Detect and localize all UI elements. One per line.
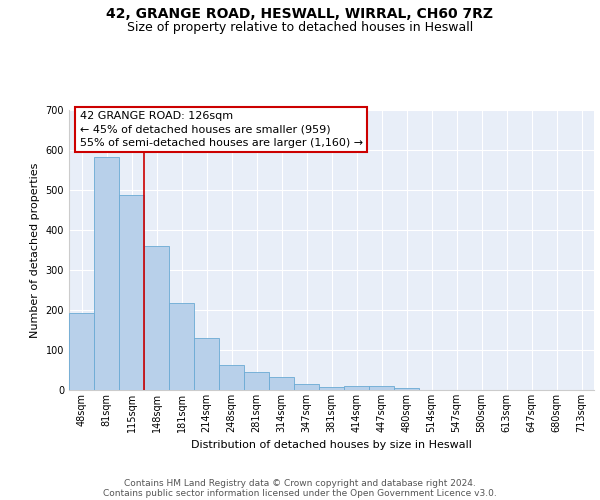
Bar bbox=[94, 157, 119, 390]
Text: 42, GRANGE ROAD, HESWALL, WIRRAL, CH60 7RZ: 42, GRANGE ROAD, HESWALL, WIRRAL, CH60 7… bbox=[107, 8, 493, 22]
Bar bbox=[344, 386, 369, 390]
Bar bbox=[394, 388, 419, 390]
Bar bbox=[219, 365, 244, 390]
Text: 42 GRANGE ROAD: 126sqm
← 45% of detached houses are smaller (959)
55% of semi-de: 42 GRANGE ROAD: 126sqm ← 45% of detached… bbox=[79, 112, 362, 148]
Bar bbox=[69, 313, 94, 390]
Bar bbox=[269, 377, 294, 390]
Text: Size of property relative to detached houses in Heswall: Size of property relative to detached ho… bbox=[127, 22, 473, 35]
Bar bbox=[369, 386, 394, 390]
Text: Contains HM Land Registry data © Crown copyright and database right 2024.: Contains HM Land Registry data © Crown c… bbox=[124, 478, 476, 488]
Bar bbox=[319, 387, 344, 390]
Bar bbox=[169, 303, 194, 390]
Bar bbox=[119, 195, 144, 390]
Bar bbox=[294, 384, 319, 390]
X-axis label: Distribution of detached houses by size in Heswall: Distribution of detached houses by size … bbox=[191, 440, 472, 450]
Bar bbox=[144, 246, 169, 390]
Y-axis label: Number of detached properties: Number of detached properties bbox=[30, 162, 40, 338]
Bar bbox=[244, 372, 269, 390]
Bar bbox=[194, 338, 219, 390]
Text: Contains public sector information licensed under the Open Government Licence v3: Contains public sector information licen… bbox=[103, 488, 497, 498]
